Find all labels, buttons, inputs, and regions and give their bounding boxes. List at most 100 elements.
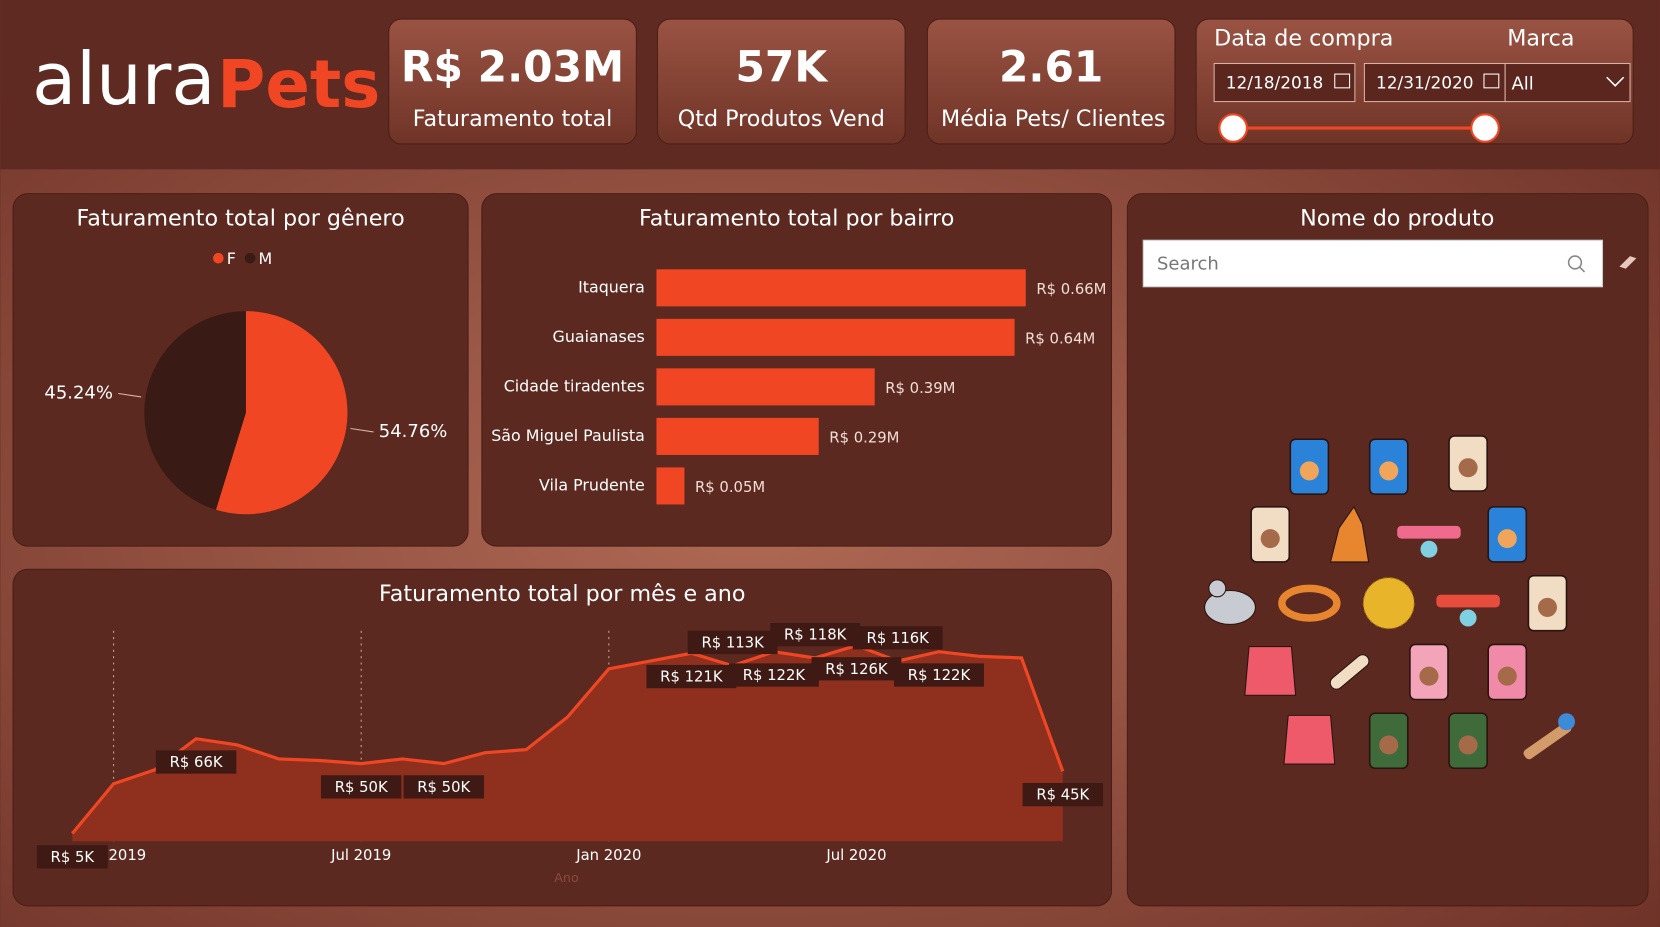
data-label: R$ 50K	[335, 779, 389, 796]
data-label-bg	[852, 626, 943, 650]
data-label: R$ 66K	[170, 754, 224, 771]
data-label-bg	[1022, 783, 1104, 807]
chart-title: Faturamento total por gênero	[76, 206, 404, 232]
kpi-card: 2.61 Média Pets/ Clientes	[926, 18, 1176, 145]
product-icon[interactable]	[1487, 506, 1528, 563]
area-fill	[72, 645, 1063, 842]
data-label-box: R$ 50K	[403, 775, 484, 799]
kpi-card: R$ 2.03M Faturamento total	[388, 18, 637, 145]
data-label-bg	[155, 750, 237, 774]
leader-line	[118, 392, 142, 398]
product-icon[interactable]	[1278, 584, 1341, 622]
date-end: 12/31/2020	[1376, 73, 1474, 93]
data-label-box: R$ 113K	[687, 630, 778, 655]
search-placeholder: Search	[1157, 254, 1219, 275]
product-icon[interactable]	[1397, 525, 1461, 558]
product-icon[interactable]	[1409, 643, 1449, 701]
product-icon[interactable]	[1289, 438, 1330, 495]
product-icon[interactable]	[1436, 594, 1500, 627]
date-start: 12/18/2018	[1226, 73, 1324, 93]
data-label: R$ 0.29M	[829, 430, 899, 447]
icon-detail	[1260, 529, 1280, 549]
data-label-bg	[320, 775, 402, 799]
bar	[656, 368, 875, 406]
icon-detail	[1379, 461, 1399, 481]
filter-title: Marca	[1507, 26, 1574, 52]
date-input[interactable]	[1363, 62, 1506, 103]
data-label: R$ 126K	[825, 661, 889, 678]
data-label-bg	[811, 657, 902, 681]
data-label: R$ 116K	[867, 630, 931, 647]
data-label: R$ 121K	[660, 669, 724, 686]
brand-dropdown[interactable]	[1504, 62, 1631, 103]
product-icon[interactable]	[1368, 438, 1409, 495]
product-icon[interactable]	[1448, 435, 1488, 492]
product-icon[interactable]	[1328, 652, 1372, 692]
kpi-card-bg	[656, 18, 906, 145]
data-label-bg	[728, 663, 819, 687]
slider-handle[interactable]	[1470, 113, 1500, 143]
slider-handle[interactable]	[1218, 113, 1248, 143]
product-icon[interactable]	[1244, 646, 1297, 696]
calendar-icon[interactable]	[1334, 73, 1351, 89]
data-label-bg	[36, 845, 108, 869]
search-box[interactable]	[1142, 239, 1604, 288]
date-input[interactable]	[1213, 62, 1356, 103]
panel	[1126, 193, 1649, 907]
y-tick-label: Guaianases	[553, 327, 645, 346]
kpi-card-bg	[388, 18, 637, 145]
filter-title: Data de compra	[1214, 26, 1393, 52]
kpi-value: 57K	[735, 42, 829, 91]
icon-detail	[1458, 735, 1478, 755]
data-label-box: R$ 122K	[728, 663, 819, 687]
icon-shape	[1283, 714, 1336, 765]
kpi-value: R$ 2.03M	[401, 42, 624, 91]
product-icon[interactable]	[1522, 713, 1575, 761]
data-label: R$ 0.05M	[695, 479, 765, 496]
calendar-icon[interactable]	[1483, 73, 1500, 89]
search-icon[interactable]	[1567, 255, 1583, 270]
data-label: R$ 5K	[51, 849, 96, 866]
icon-shape	[1362, 577, 1415, 630]
data-label-box: R$ 122K	[894, 663, 984, 687]
product-icon[interactable]	[1527, 574, 1568, 632]
icon-shape	[1329, 654, 1370, 690]
filter-card: Data de compra Marca 12/18/2018 12/31/20…	[1195, 18, 1634, 145]
product-icon[interactable]	[1487, 643, 1528, 701]
product-icon[interactable]	[1204, 579, 1256, 625]
product-icon[interactable]	[1329, 505, 1370, 563]
data-label-bg	[687, 630, 778, 655]
icon-detail	[1497, 666, 1517, 686]
data-label-box: R$ 5K	[36, 845, 108, 869]
icon-detail	[1419, 666, 1439, 686]
icon-detail	[1497, 529, 1517, 549]
icon-shape	[1523, 722, 1572, 760]
data-label: R$ 118K	[784, 627, 848, 644]
logo-brand: Pets	[217, 47, 380, 123]
product-icons	[1204, 435, 1575, 770]
product-icon[interactable]	[1250, 506, 1291, 563]
product-icon[interactable]	[1448, 712, 1488, 770]
kpi-card-bg	[926, 18, 1176, 145]
icon-detail	[1537, 597, 1557, 617]
product-icon[interactable]	[1368, 712, 1409, 770]
product-icon[interactable]	[1362, 577, 1415, 630]
icon-detail	[1299, 461, 1319, 481]
data-label: R$ 122K	[908, 667, 972, 684]
icon-shape	[1397, 525, 1461, 539]
data-label-box: R$ 121K	[646, 664, 737, 689]
data-label: R$ 50K	[417, 779, 471, 796]
data-label-box: R$ 126K	[811, 657, 902, 681]
data-label-box: R$ 118K	[770, 623, 861, 647]
icon-detail	[1458, 458, 1478, 478]
search-icon-handle	[1578, 266, 1586, 273]
kpi-value: 2.61	[999, 42, 1103, 91]
data-label: R$ 122K	[743, 667, 807, 684]
legend-label: M	[259, 249, 273, 268]
x-tick-label: Jul 2019	[330, 847, 391, 864]
data-label: R$ 45K	[1036, 787, 1090, 804]
product-icon[interactable]	[1283, 714, 1336, 765]
chart-title: Faturamento total por mês e ano	[379, 581, 745, 607]
bar	[656, 318, 1015, 356]
eraser-icon[interactable]	[1619, 256, 1637, 269]
